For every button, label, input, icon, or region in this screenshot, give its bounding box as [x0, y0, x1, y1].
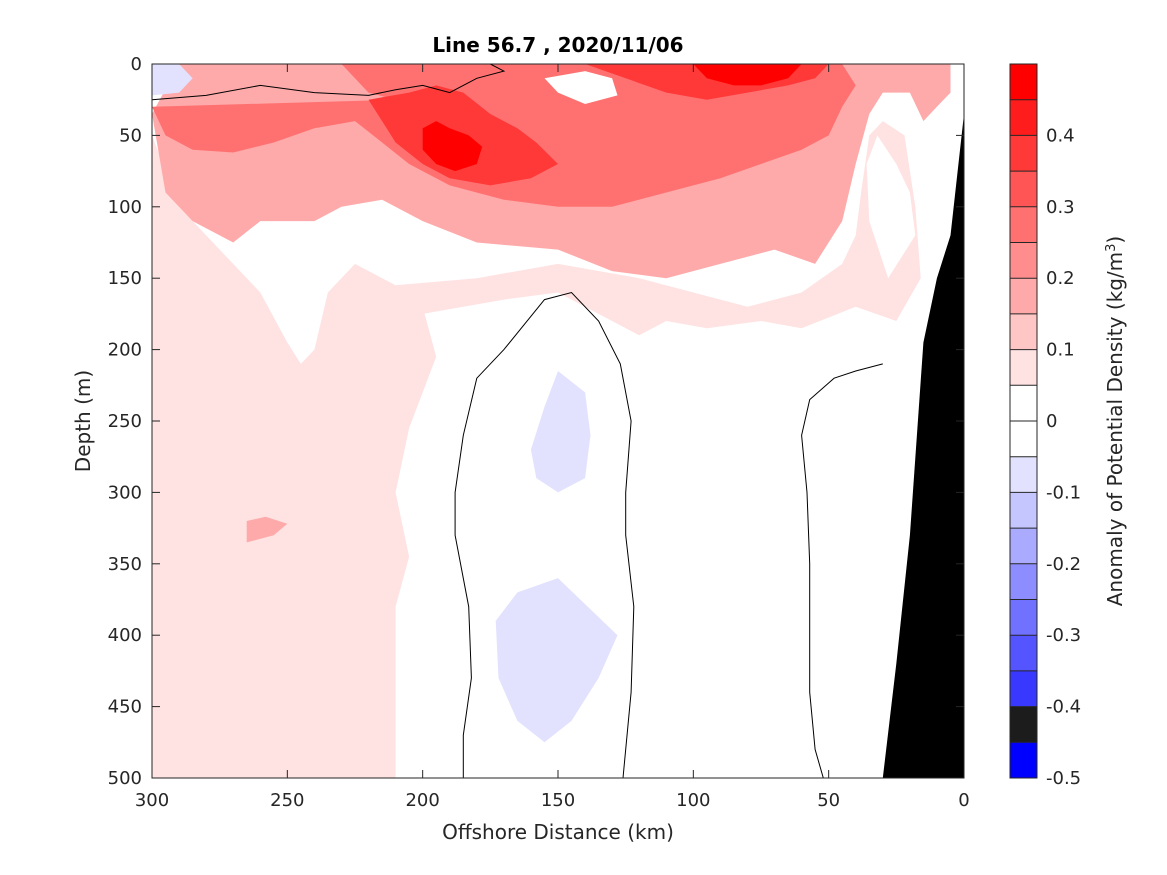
chart-title: Line 56.7 , 2020/11/06 — [432, 33, 683, 57]
x-axis: 300 250 200 150 100 50 0 — [135, 64, 970, 811]
zero-contour-layer — [152, 64, 883, 778]
y-tick-label: 500 — [108, 768, 142, 789]
contour-fill-white-cell-surface — [544, 71, 618, 104]
contour-fill-pink-blob — [246, 516, 288, 543]
contour-line-zero-contour-nearshore-cell — [801, 363, 883, 778]
colorbar-tick-label: -0.5 — [1046, 768, 1081, 789]
colorbar-swatch — [1010, 670, 1037, 707]
colorbar-frame — [1009, 63, 1038, 779]
y-tick-label: 100 — [108, 197, 142, 218]
colorbar-swatch — [1010, 385, 1037, 421]
colorbar-tick-label: 0 — [1046, 411, 1057, 432]
colorbar-swatch — [1010, 706, 1037, 743]
colorbar-swatch — [1010, 599, 1037, 636]
colorbar-swatch — [1010, 242, 1037, 279]
contour-fill-deep-red-surface — [693, 64, 802, 86]
contour-fill-pale-pink-deep — [152, 135, 437, 778]
contour-fill-white-cell-nearshore — [866, 135, 916, 279]
colorbar-swatch — [1010, 528, 1037, 564]
y-tick-label: 300 — [108, 482, 142, 503]
filled-contour-layer — [152, 64, 951, 778]
x-tick-label: 150 — [541, 790, 575, 811]
y-tick-label: 350 — [108, 554, 142, 575]
colorbar-tick-label: -0.3 — [1046, 625, 1081, 646]
colorbar-tick-label: -0.4 — [1046, 697, 1081, 718]
colorbar: 0.4 0.3 0.2 0.1 0 -0.1 -0.2 -0.3 -0.4 -0.5 — [1009, 63, 1081, 789]
colorbar-swatch — [1010, 456, 1037, 493]
contour-line-zero-contour-surface — [152, 64, 506, 101]
colorbar-swatch — [1010, 563, 1037, 600]
y-tick-label: 50 — [119, 125, 142, 146]
x-tick-label: 50 — [817, 790, 840, 811]
colorbar-swatch — [1010, 99, 1037, 136]
colorbar-tick-label: 0.1 — [1046, 340, 1075, 361]
colorbar-tick-label: 0.4 — [1046, 125, 1075, 146]
colorbar-swatch — [1010, 742, 1037, 778]
x-tick-label: 300 — [135, 790, 169, 811]
contour-fill-blue-patch-lower — [495, 578, 618, 743]
x-tick-label: 100 — [676, 790, 710, 811]
x-tick-label: 0 — [958, 790, 969, 811]
y-axis: 0 50 100 150 200 250 300 350 400 450 500 — [108, 54, 964, 789]
colorbar-swatch — [1010, 206, 1037, 243]
contour-fill-blue-patch-upper — [530, 371, 591, 493]
y-tick-label: 250 — [108, 411, 142, 432]
colorbar-swatch — [1010, 313, 1037, 350]
colorbar-label-sup: 3 — [1104, 244, 1119, 252]
colorbar-tick-label: 0.2 — [1046, 268, 1075, 289]
colorbar-label: Anomaly of Potential Density (kg/m3) — [1103, 236, 1127, 606]
contour-fill-deep-red-core — [422, 121, 483, 172]
contour-fill-pale-pink-upper — [395, 121, 921, 336]
colorbar-swatch — [1010, 171, 1037, 207]
plot-area — [151, 63, 965, 779]
colorbar-tick-label: 0.3 — [1046, 197, 1075, 218]
colorbar-tick-label: -0.1 — [1046, 482, 1081, 503]
colorbar-swatch — [1010, 421, 1037, 457]
y-tick-label: 450 — [108, 697, 142, 718]
colorbar-swatch — [1010, 278, 1037, 314]
y-tick-label: 150 — [108, 268, 142, 289]
seafloor-land-mask — [882, 114, 964, 778]
colorbar-swatch — [1010, 492, 1037, 529]
y-tick-label: 0 — [131, 54, 142, 75]
colorbar-tick-label: -0.2 — [1046, 554, 1081, 575]
y-tick-label: 200 — [108, 340, 142, 361]
colorbar-label-close: ) — [1103, 236, 1127, 244]
x-tick-label: 250 — [270, 790, 304, 811]
colorbar-swatch — [1010, 635, 1037, 671]
contour-line-zero-contour-offshore-cell — [454, 291, 635, 778]
contour-fill-blue-surface — [152, 64, 193, 96]
colorbar-swatch — [1010, 349, 1037, 386]
y-axis-label: Depth (m) — [71, 370, 95, 472]
colorbar-label-main: Anomaly of Potential Density (kg/m — [1103, 252, 1127, 606]
y-tick-label: 400 — [108, 625, 142, 646]
x-axis-label: Offshore Distance (km) — [442, 820, 674, 844]
colorbar-swatch — [1010, 64, 1037, 100]
colorbar-swatch — [1010, 135, 1037, 172]
x-tick-label: 200 — [405, 790, 439, 811]
